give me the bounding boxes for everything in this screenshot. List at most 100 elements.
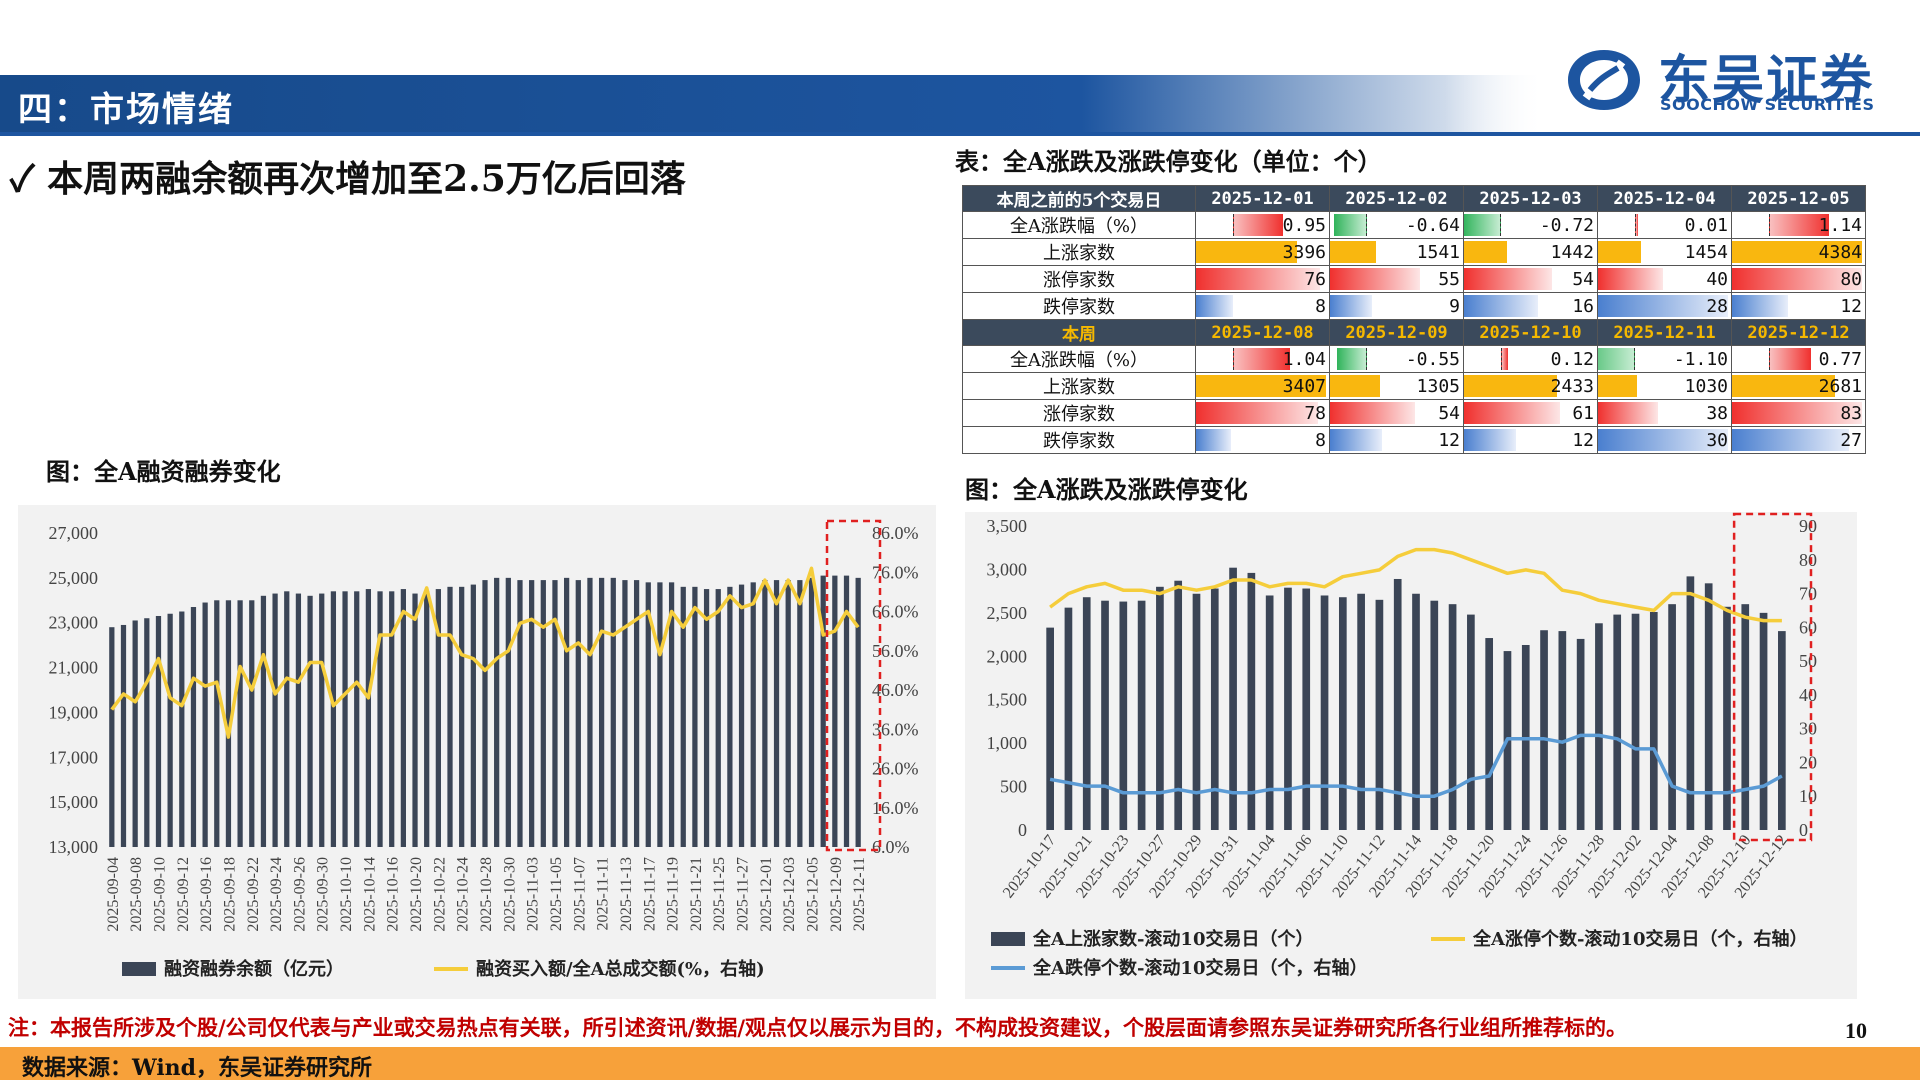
y-tick-label-right: 20 (1799, 752, 1817, 772)
table-row-label: 涨停家数 (962, 399, 1196, 427)
header-rule (0, 132, 1920, 136)
bar-mark (1613, 614, 1622, 830)
bar-mark (249, 600, 255, 847)
table-databar (1598, 375, 1638, 397)
table-databar (1769, 348, 1812, 370)
table-cell-value: 8 (1315, 429, 1326, 451)
bar-mark (832, 575, 838, 847)
y-tick-label-right: 60 (1799, 617, 1817, 637)
table-databar (1196, 268, 1320, 290)
bar-mark (820, 575, 826, 847)
bar-mark (179, 611, 185, 847)
table-caption: 表：全A涨跌及涨跌停变化（单位：个） (955, 147, 1382, 176)
x-tick-label: 2025-09-12 (175, 857, 192, 932)
legend-label: 全A跌停个数-滚动10交易日（个，右轴） (1032, 957, 1367, 979)
table-databar (1635, 214, 1638, 236)
table-databar (1501, 348, 1508, 370)
x-tick-label: 2025-10-14 (361, 857, 378, 932)
table-cell-value: 9 (1449, 295, 1460, 317)
y-tick-label-left: 17,000 (49, 747, 99, 767)
x-tick-label: 2025-09-16 (198, 857, 215, 932)
y-tick-label-left: 19,000 (49, 702, 99, 722)
table-cell: 55 (1329, 265, 1464, 293)
highlight-box (1732, 512, 1813, 842)
y-tick-label-right: 46.0% (872, 680, 919, 700)
table-cell: 27 (1731, 426, 1866, 454)
bar-mark (1467, 614, 1475, 830)
x-tick-label: 2025-11-05 (548, 857, 565, 931)
y-tick-label-right: 6.0% (872, 837, 910, 857)
table-cell: 80 (1731, 265, 1866, 293)
table-cell-value: 38 (1706, 402, 1728, 424)
bar-mark (470, 584, 476, 847)
legend-label: 全A涨停个数-滚动10交易日（个，右轴） (1472, 928, 1807, 950)
bar-mark (1192, 593, 1201, 830)
bar-mark (1137, 600, 1146, 830)
y-tick-label-right: 76.0% (872, 562, 919, 582)
table-date-header: 2025-12-03 (1463, 185, 1598, 212)
y-tick-label-left: 27,000 (49, 523, 99, 543)
table-cell: 4384 (1731, 238, 1866, 266)
table-cell-value: 78 (1304, 402, 1326, 424)
bar-mark (727, 586, 733, 847)
bar-mark (1778, 631, 1786, 830)
table-cell: 3407 (1195, 372, 1330, 400)
table-databar (1337, 348, 1368, 370)
bar-mark (668, 582, 675, 847)
table-cell: 0.12 (1463, 345, 1598, 373)
table-row: 全A涨跌幅（%） 1.04 -0.55 0.12 -1.10 0.77 (962, 345, 1866, 373)
table-cell-value: 40 (1706, 268, 1728, 290)
x-tick-label: 2025-11-25 (711, 857, 728, 931)
y-tick-label-left: 1,000 (987, 733, 1028, 753)
table-databar (1196, 429, 1231, 451)
bar-mark (680, 586, 686, 847)
table-cell: 0.01 (1597, 211, 1732, 239)
chart1-caption: 图：全A融资融券变化 (46, 457, 281, 486)
bar-mark (855, 577, 861, 847)
bar-mark (622, 580, 628, 847)
disclaimer-note: 注：本报告所涉及个股/公司仅代表与产业或交易热点有关联，所引述资讯/数据/观点仅… (8, 1015, 1628, 1040)
x-tick-label: 2025-11-21 (688, 857, 705, 931)
y-tick-label-left: 13,000 (49, 837, 99, 857)
y-tick-label-right: 80 (1799, 550, 1817, 570)
y-tick-label-left: 1,500 (987, 690, 1028, 710)
bar-mark (365, 589, 372, 847)
bar-mark (1082, 597, 1091, 830)
x-tick-label: 2025-09-22 (245, 857, 262, 932)
bar-mark (1357, 593, 1365, 830)
table-cell: -0.64 (1329, 211, 1464, 239)
bar-mark (272, 593, 278, 847)
bar-mark (564, 577, 570, 847)
x-tick-label: 2025-12-01 (758, 857, 775, 932)
table-cell: 1305 (1329, 372, 1464, 400)
table-cell: 1.04 (1195, 345, 1330, 373)
bar-mark (1412, 593, 1420, 830)
x-tick-label: 2025-09-24 (268, 857, 285, 932)
highlight-box (825, 519, 882, 852)
table-databar (1598, 268, 1664, 290)
table-cell-value: 2681 (1818, 375, 1862, 397)
table-row: 跌停家数 8 12 12 30 27 (962, 426, 1866, 454)
bar-mark (1375, 599, 1384, 830)
soochow-logo-icon (1568, 50, 1640, 110)
table-row-label: 涨停家数 (962, 265, 1196, 293)
table-cell: -1.10 (1597, 345, 1732, 373)
x-tick-label: 2025-11-11 (595, 857, 612, 930)
x-tick-label: 2025-12-11 (851, 857, 868, 931)
table-cell-value: -0.72 (1539, 214, 1594, 236)
bar-mark (1338, 597, 1347, 830)
bar-mark (773, 580, 780, 847)
y-tick-label-right: 86.0% (872, 523, 919, 543)
y-tick-label-left: 21,000 (49, 658, 99, 678)
y-tick-label-left: 15,000 (49, 792, 99, 812)
table-cell: 0.77 (1731, 345, 1866, 373)
bar-mark (1631, 613, 1640, 830)
table-cell: 40 (1597, 265, 1732, 293)
y-tick-label-left: 3,500 (987, 516, 1028, 536)
table-row-label: 全A涨跌幅（%） (962, 211, 1196, 239)
table-databar (1196, 241, 1297, 263)
table-cell: 1454 (1597, 238, 1732, 266)
table-row: 涨停家数 78 54 61 38 83 (962, 399, 1866, 427)
table-cell: -0.72 (1463, 211, 1598, 239)
bar-mark (1759, 612, 1768, 830)
